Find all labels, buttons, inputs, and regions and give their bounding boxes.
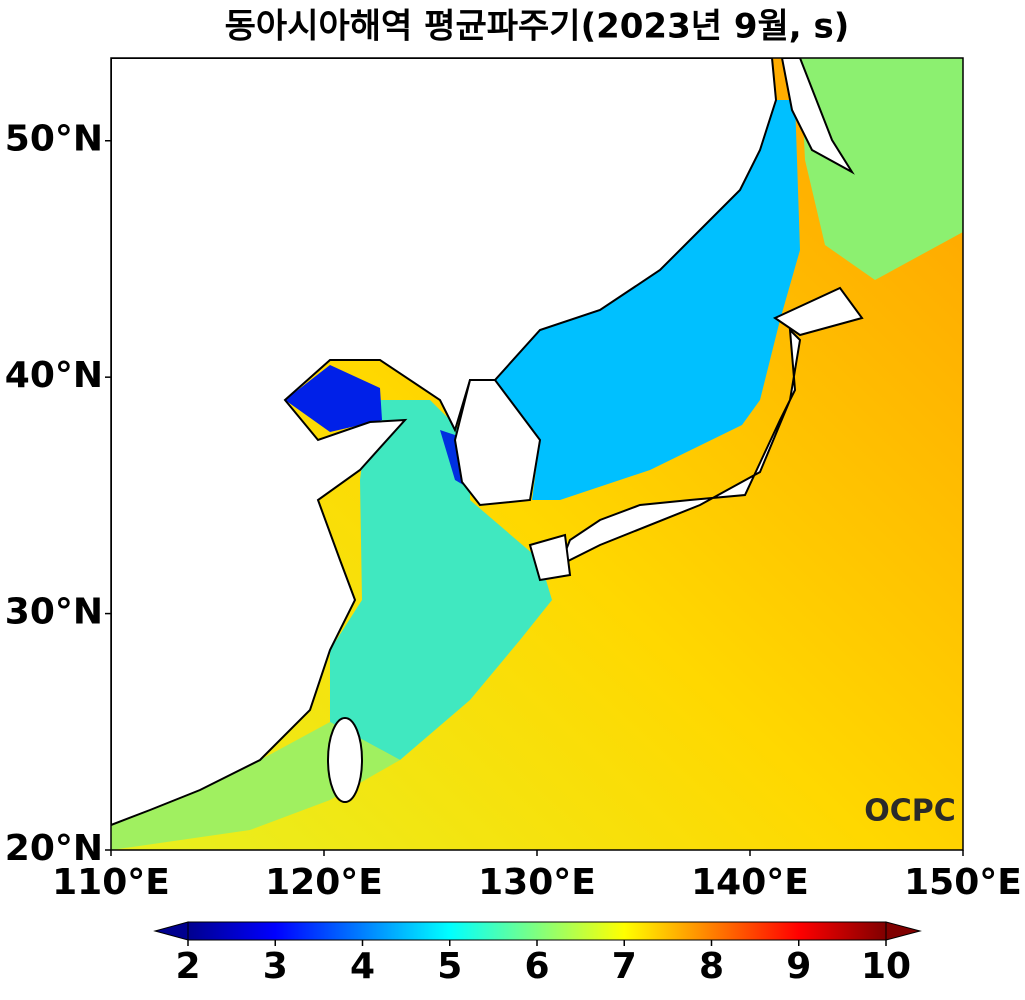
yellow-sea xyxy=(330,400,552,760)
y-tick-label: 50°N xyxy=(5,119,103,160)
colorbar-body xyxy=(188,922,886,940)
mainland xyxy=(111,58,778,827)
logo: OCPC xyxy=(864,794,956,829)
colorbar-tick-label: 6 xyxy=(524,946,549,987)
korea xyxy=(453,379,542,507)
colorbar xyxy=(153,921,922,941)
x-tick-label: 120°E xyxy=(265,862,383,903)
colorbar-extend-high xyxy=(885,921,922,941)
chart-title: 동아시아해역 평균파주기(2023년 9월, s) xyxy=(225,7,850,47)
kyushu xyxy=(528,533,572,582)
colorbar-tick-label: 5 xyxy=(437,946,462,987)
bohai-sea xyxy=(285,365,382,432)
wave-period-field xyxy=(111,58,963,850)
colorbar-extend-low xyxy=(153,921,189,941)
taiwan xyxy=(327,717,363,803)
x-tick-label: 140°E xyxy=(691,862,809,903)
honshu xyxy=(558,327,802,568)
colorbar-tick-label: 2 xyxy=(175,946,200,987)
colorbar-tick-label: 10 xyxy=(861,946,911,987)
x-tick-label: 130°E xyxy=(478,862,596,903)
sakhalin xyxy=(780,58,855,175)
hokkaido xyxy=(772,286,864,337)
y-tick-label: 40°N xyxy=(5,355,103,396)
colorbar-tick-label: 3 xyxy=(263,946,288,987)
colorbar-tick-label: 4 xyxy=(350,946,375,987)
x-tick-label: 110°E xyxy=(52,862,170,903)
colorbar-tick-label: 7 xyxy=(612,946,637,987)
colorbar-tick-label: 9 xyxy=(786,946,811,987)
x-tick-label: 150°E xyxy=(904,862,1022,903)
y-tick-label: 30°N xyxy=(5,592,103,633)
okhotsk-sea xyxy=(800,58,963,280)
y-tick-label: 20°N xyxy=(5,828,103,869)
east-sea xyxy=(495,100,800,500)
colorbar-tick-label: 8 xyxy=(699,946,724,987)
land xyxy=(111,58,864,827)
